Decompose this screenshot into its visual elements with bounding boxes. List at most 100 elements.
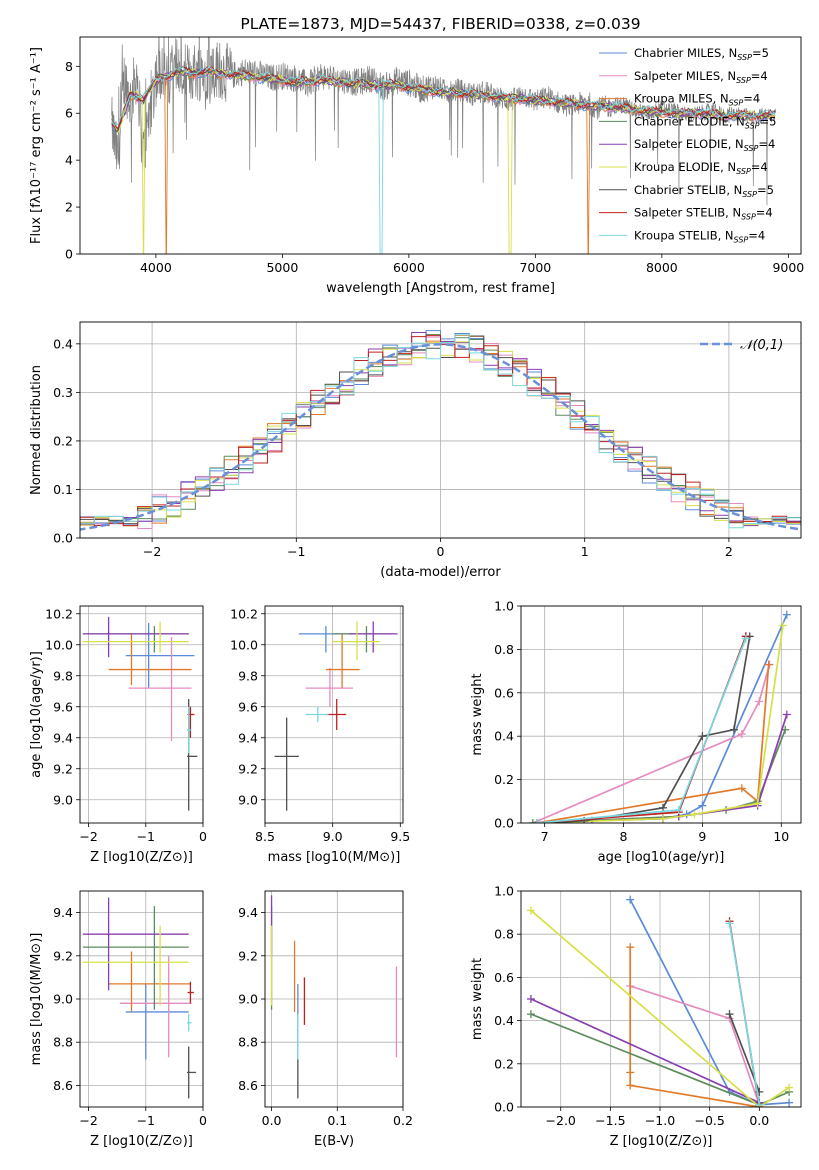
x-tick-label: −1.0 bbox=[645, 1113, 675, 1128]
x-tick-label: 7000 bbox=[519, 260, 551, 275]
mass-weight-line-series-1 bbox=[532, 664, 771, 823]
y-tick-label: 0.0 bbox=[53, 531, 73, 546]
model-line-series-6 bbox=[111, 66, 776, 133]
axes-frame bbox=[79, 321, 802, 539]
legend-label-5: Kroupa ELODIE, NSSP=4 bbox=[634, 160, 768, 176]
y-tick-label: 1.0 bbox=[494, 599, 514, 614]
x-tick-label: 10 bbox=[773, 829, 789, 844]
y-tick-label: 9.6 bbox=[53, 699, 73, 714]
x-tick-label: −1 bbox=[137, 829, 155, 844]
x-tick-label: −0.5 bbox=[694, 1113, 724, 1128]
y-tick-label: 2 bbox=[65, 200, 73, 215]
x-tick-label: 0.2 bbox=[393, 1113, 413, 1128]
plot-area bbox=[82, 897, 197, 1099]
x-tick-label: −2 bbox=[143, 544, 161, 559]
panel-massweight_vs_Z: −2.0 −1.5 −1.0 −0.5 0.0 0.0 0.2 0.4 0.6 0.8 1.0 Z [… bbox=[470, 884, 802, 1149]
y-tick-label: 0.1 bbox=[53, 482, 73, 497]
x-tick-label: 9.5 bbox=[390, 829, 410, 844]
x-tick-label: 9.0 bbox=[323, 829, 343, 844]
x-tick-label: 4000 bbox=[140, 260, 172, 275]
mass-weight-line-series-1 bbox=[629, 985, 761, 1106]
panel-mass_vs_ebv: 0.0 0.1 0.2 8.6 8.8 9.0 9.2 9.4 E(B-V) bbox=[238, 890, 413, 1149]
y-tick-label: 9.0 bbox=[53, 792, 73, 807]
mass-weight-line-series-5 bbox=[530, 909, 790, 1107]
mass-weight-line-series-8 bbox=[728, 923, 761, 1105]
y-axis-label: mass [log10(M/M⊙)] bbox=[29, 933, 44, 1066]
y-tick-label: 9.8 bbox=[238, 668, 258, 683]
gaussian-reference-line bbox=[80, 343, 801, 531]
x-tick-label: 5000 bbox=[266, 260, 298, 275]
x-axis-label: (data-model)/error bbox=[380, 565, 501, 580]
y-tick-label: 0.8 bbox=[494, 927, 514, 942]
x-tick-label: 9 bbox=[698, 829, 706, 844]
y-tick-label: 6 bbox=[65, 106, 73, 121]
y-tick-label: 0.6 bbox=[494, 970, 514, 985]
panel-mass_vs_Z: −2 −1 0 8.6 8.8 9.0 9.2 9.4 Z [log10(Z/Z⊙)] mass … bbox=[29, 890, 207, 1149]
x-axis-label: mass [log10(M/M⊙)] bbox=[268, 850, 401, 865]
y-tick-label: 10.0 bbox=[230, 637, 258, 652]
y-tick-label: 8.6 bbox=[53, 1078, 73, 1093]
plot-area bbox=[274, 621, 398, 811]
y-tick-label: 9.4 bbox=[238, 730, 258, 745]
chart-title: PLATE=1873, MJD=54437, FIBERID=0338, z=0… bbox=[240, 15, 640, 33]
mass-weight-line-series-2 bbox=[536, 664, 770, 823]
x-tick-label: 7 bbox=[541, 829, 549, 844]
y-tick-label: 9.4 bbox=[53, 905, 73, 920]
mass-weight-line-series-8 bbox=[536, 638, 747, 823]
axes-frame bbox=[79, 605, 204, 824]
y-tick-label: 4 bbox=[65, 153, 73, 168]
x-axis-label: Z [log10(Z/Z⊙)] bbox=[610, 1134, 713, 1149]
x-tick-label: −1 bbox=[287, 544, 305, 559]
plot-area bbox=[528, 610, 791, 823]
mass-weight-line-series-4 bbox=[530, 998, 760, 1104]
y-tick-label: 0.3 bbox=[53, 385, 73, 400]
axes-frame bbox=[79, 36, 802, 255]
axes-frame bbox=[264, 890, 404, 1108]
legend-label-gaussian: 𝒩(0,1) bbox=[740, 338, 783, 353]
y-tick-label: 10.0 bbox=[45, 637, 73, 652]
y-tick-label: 9.2 bbox=[238, 761, 258, 776]
y-axis-label: mass weight bbox=[470, 673, 485, 755]
x-tick-label: 1 bbox=[581, 544, 589, 559]
x-tick-label: 8 bbox=[620, 829, 628, 844]
axes-frame bbox=[79, 890, 204, 1108]
y-tick-label: 0 bbox=[65, 247, 73, 262]
y-axis-label: age [log10(age/yr)] bbox=[29, 651, 44, 778]
legend-label-1: Salpeter MILES, NSSP=4 bbox=[634, 69, 768, 85]
plot-area bbox=[270, 895, 398, 1099]
panel-massweight_vs_age: 7 8 9 10 0.0 0.2 0.4 0.6 0.8 1.0 age [log10(age/yr… bbox=[470, 599, 802, 865]
x-tick-label: 0.0 bbox=[262, 1113, 282, 1128]
plot-area bbox=[82, 616, 198, 811]
observed-spectrum-line bbox=[111, 37, 777, 206]
y-tick-label: 9.4 bbox=[53, 730, 73, 745]
x-tick-label: −2.0 bbox=[546, 1113, 576, 1128]
legend-label-0: Chabrier MILES, NSSP=5 bbox=[634, 46, 769, 62]
y-axis-label: mass weight bbox=[470, 958, 485, 1040]
x-axis-label: age [log10(age/yr)] bbox=[598, 850, 725, 865]
x-tick-label: 2 bbox=[725, 544, 733, 559]
y-tick-label: 9.4 bbox=[238, 905, 258, 920]
y-axis-label: Flux [fλ10⁻¹⁷ erg cm⁻² s⁻¹ A⁻¹] bbox=[29, 47, 44, 244]
y-tick-label: 0.4 bbox=[494, 729, 514, 744]
x-axis-label: wavelength [Angstrom, rest frame] bbox=[326, 281, 555, 296]
y-tick-label: 8.8 bbox=[53, 1035, 73, 1050]
y-tick-label: 9.6 bbox=[238, 699, 258, 714]
x-axis-label: Z [log10(Z/Z⊙)] bbox=[90, 850, 193, 865]
legend: Chabrier MILES, NSSP=5 Salpeter MILES, NS… bbox=[599, 46, 776, 244]
y-tick-label: 8.6 bbox=[238, 1078, 258, 1093]
y-tick-label: 9.2 bbox=[53, 761, 73, 776]
y-tick-label: 10.2 bbox=[45, 606, 73, 621]
plot-area bbox=[526, 895, 794, 1107]
y-tick-label: 0.2 bbox=[53, 433, 73, 448]
mass-weight-line-series-7 bbox=[536, 636, 747, 823]
x-tick-label: 0.0 bbox=[749, 1113, 769, 1128]
axes-frame bbox=[520, 605, 802, 824]
panel-age_vs_mass: 8.5 9.0 9.5 9.0 9.2 9.4 9.6 9.8 10.0 10.2 mass [lo… bbox=[230, 605, 410, 865]
panel-age_vs_Z: −2 −1 0 9.0 9.2 9.4 9.6 9.8 10.0 10.2 Z [log10(Z/Z… bbox=[29, 605, 207, 865]
x-tick-label: −2 bbox=[79, 829, 97, 844]
x-tick-label: −1 bbox=[137, 1113, 155, 1128]
legend-label-3: Chabrier ELODIE, NSSP=5 bbox=[634, 114, 776, 130]
legend-label-8: Kroupa STELIB, NSSP=4 bbox=[634, 228, 765, 244]
y-tick-label: 8 bbox=[65, 59, 73, 74]
